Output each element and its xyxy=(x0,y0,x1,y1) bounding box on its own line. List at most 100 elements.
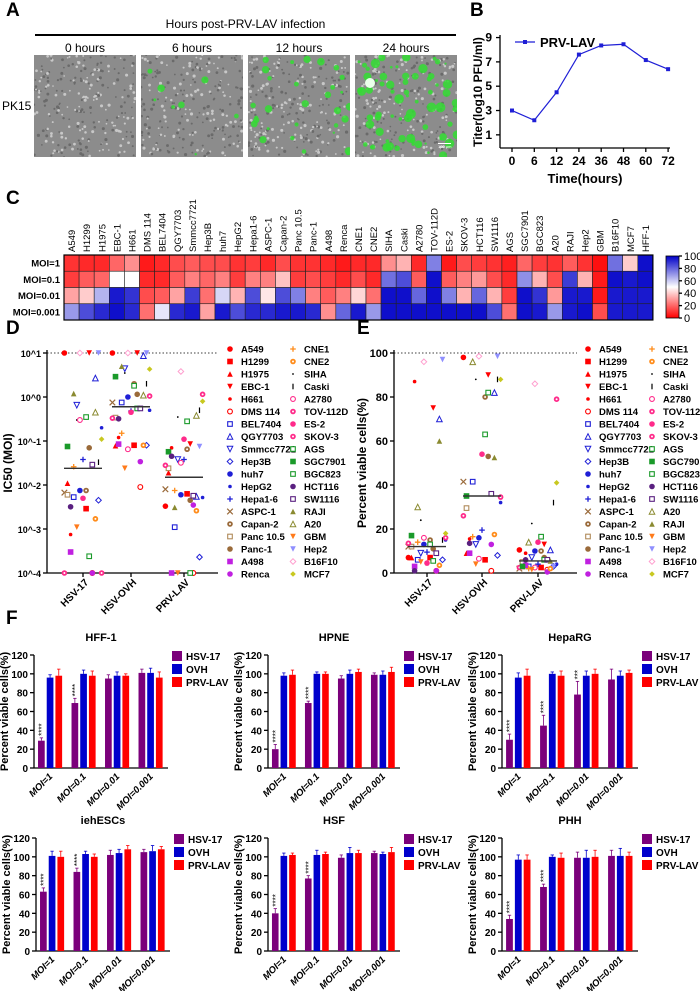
marker-sgc7901 xyxy=(408,532,415,539)
marker-a498 xyxy=(168,570,175,576)
colorbar-tick-label: 0 xyxy=(684,313,690,325)
bar-hsv-17 xyxy=(40,891,47,951)
heatmap-cell xyxy=(395,270,412,288)
column-label: EBC-1 xyxy=(112,224,123,252)
marker-inner xyxy=(587,523,589,525)
y-axis-label: Percent viable cells(%) xyxy=(355,398,369,528)
marker-bel7404 xyxy=(469,478,476,485)
significance-stars: **** xyxy=(39,873,48,885)
heatmap-cell xyxy=(199,270,216,288)
heatmap-cell xyxy=(426,254,442,272)
marker-hct116 xyxy=(649,483,655,490)
time-label-12h: 12 hours xyxy=(275,41,323,55)
y-tick-label: 100 xyxy=(479,670,496,681)
bar-ovh xyxy=(46,677,54,768)
legend-swatch xyxy=(172,677,182,687)
marker-a20 xyxy=(91,408,100,416)
y-tick-label: 80 xyxy=(19,872,31,883)
heatmap-cell xyxy=(426,287,442,305)
legend-label: H1299 xyxy=(241,357,269,368)
heatmap-cell xyxy=(607,270,623,288)
marker-a20 xyxy=(525,538,533,546)
y-tick-label: 40 xyxy=(485,726,497,737)
legend-label: DMS 114 xyxy=(599,407,639,418)
bar-ovh xyxy=(313,673,321,768)
marker-renca xyxy=(227,571,233,577)
x-tick-label: MOI=1 xyxy=(27,771,55,799)
colorbar-tick-label: 40 xyxy=(684,288,696,300)
x-tick-label: MOI=0.1 xyxy=(55,771,89,805)
time-label-24h: 24 hours xyxy=(382,41,430,55)
marker-hepg2 xyxy=(586,484,590,489)
heatmap-cell xyxy=(516,270,533,288)
bar-hsv-17 xyxy=(138,672,146,768)
legend-label: OVH xyxy=(418,665,440,676)
marker-skov-3 xyxy=(61,570,68,576)
legend-label: huh7 xyxy=(599,470,622,481)
marker-dms-114 xyxy=(227,408,233,415)
marker-dms-114 xyxy=(585,408,591,415)
column-label: Hepa1-6 xyxy=(248,216,259,252)
marker-sgc7901 xyxy=(165,448,172,455)
legend-label: A2780 xyxy=(304,395,332,406)
legend-label: EBC-1 xyxy=(241,382,270,393)
legend-label: SW1116 xyxy=(663,495,698,506)
bar-hsv-17 xyxy=(540,725,547,768)
significance-stars: **** xyxy=(505,720,514,732)
legend-label: BEL7404 xyxy=(241,420,282,431)
marker-h661 xyxy=(169,446,174,450)
heatmap-cell xyxy=(471,254,488,272)
marker-panc-1 xyxy=(134,391,140,398)
marker-smmcc7721 xyxy=(417,549,425,558)
column-label: AGS xyxy=(505,232,516,252)
marker-qgy7703 xyxy=(490,388,499,396)
y-tick-label: 40 xyxy=(485,909,497,920)
heatmap-cell xyxy=(561,254,578,272)
legend-swatch xyxy=(174,860,184,870)
legend-swatch xyxy=(404,651,414,661)
heatmap-cell xyxy=(290,303,306,321)
heatmap-cell xyxy=(335,270,352,288)
marker-es-2 xyxy=(128,409,134,416)
marker-bgc823 xyxy=(86,553,93,560)
marker-inner xyxy=(195,509,198,512)
column-label: Hep3B xyxy=(203,223,214,252)
row-label: MOI=1 xyxy=(31,259,60,270)
x-tick-label: 48 xyxy=(617,154,631,168)
marker-tov-112d xyxy=(649,408,655,415)
heatmap-cell xyxy=(320,254,337,272)
column-label: A2780 xyxy=(414,225,425,252)
y-tick-label: 120 xyxy=(479,834,496,845)
marker-skov-3 xyxy=(460,513,467,519)
heatmap-cell xyxy=(531,270,548,288)
marker-renca xyxy=(488,541,495,548)
heatmap-cell xyxy=(184,270,201,288)
y-tick-label: 80 xyxy=(485,872,497,883)
column-label: A549 xyxy=(67,230,78,252)
legend-label: OVH xyxy=(418,848,440,859)
y-tick-label: 100 xyxy=(370,348,388,360)
marker-inner xyxy=(484,396,487,398)
heatmap-cell xyxy=(622,287,639,305)
column-label: H661 xyxy=(127,229,138,252)
marker-ags xyxy=(83,414,89,420)
marker-siha xyxy=(651,373,653,375)
scale-bar: 100 μm xyxy=(438,143,452,149)
bar-hsv-17 xyxy=(71,703,79,768)
legend-label: H661 xyxy=(241,395,264,406)
marker-bel7404 xyxy=(70,494,77,500)
marker-inner xyxy=(540,550,543,552)
heatmap-cell xyxy=(546,254,563,272)
marker-mcf7 xyxy=(553,480,560,486)
bar-ovh xyxy=(582,857,590,951)
marker-inner xyxy=(164,464,167,467)
marker-gbm xyxy=(122,465,128,472)
panel-label-b: B xyxy=(470,0,484,21)
marker-panc-10.5 xyxy=(64,491,71,498)
heatmap-cell xyxy=(577,287,593,305)
legend-label: QGY7703 xyxy=(599,432,641,443)
marker-h661 xyxy=(467,537,472,541)
x-tick-label: MOI=0.001 xyxy=(117,954,158,991)
bar-hsv-17 xyxy=(540,886,547,951)
marker-panc-1 xyxy=(485,453,492,460)
